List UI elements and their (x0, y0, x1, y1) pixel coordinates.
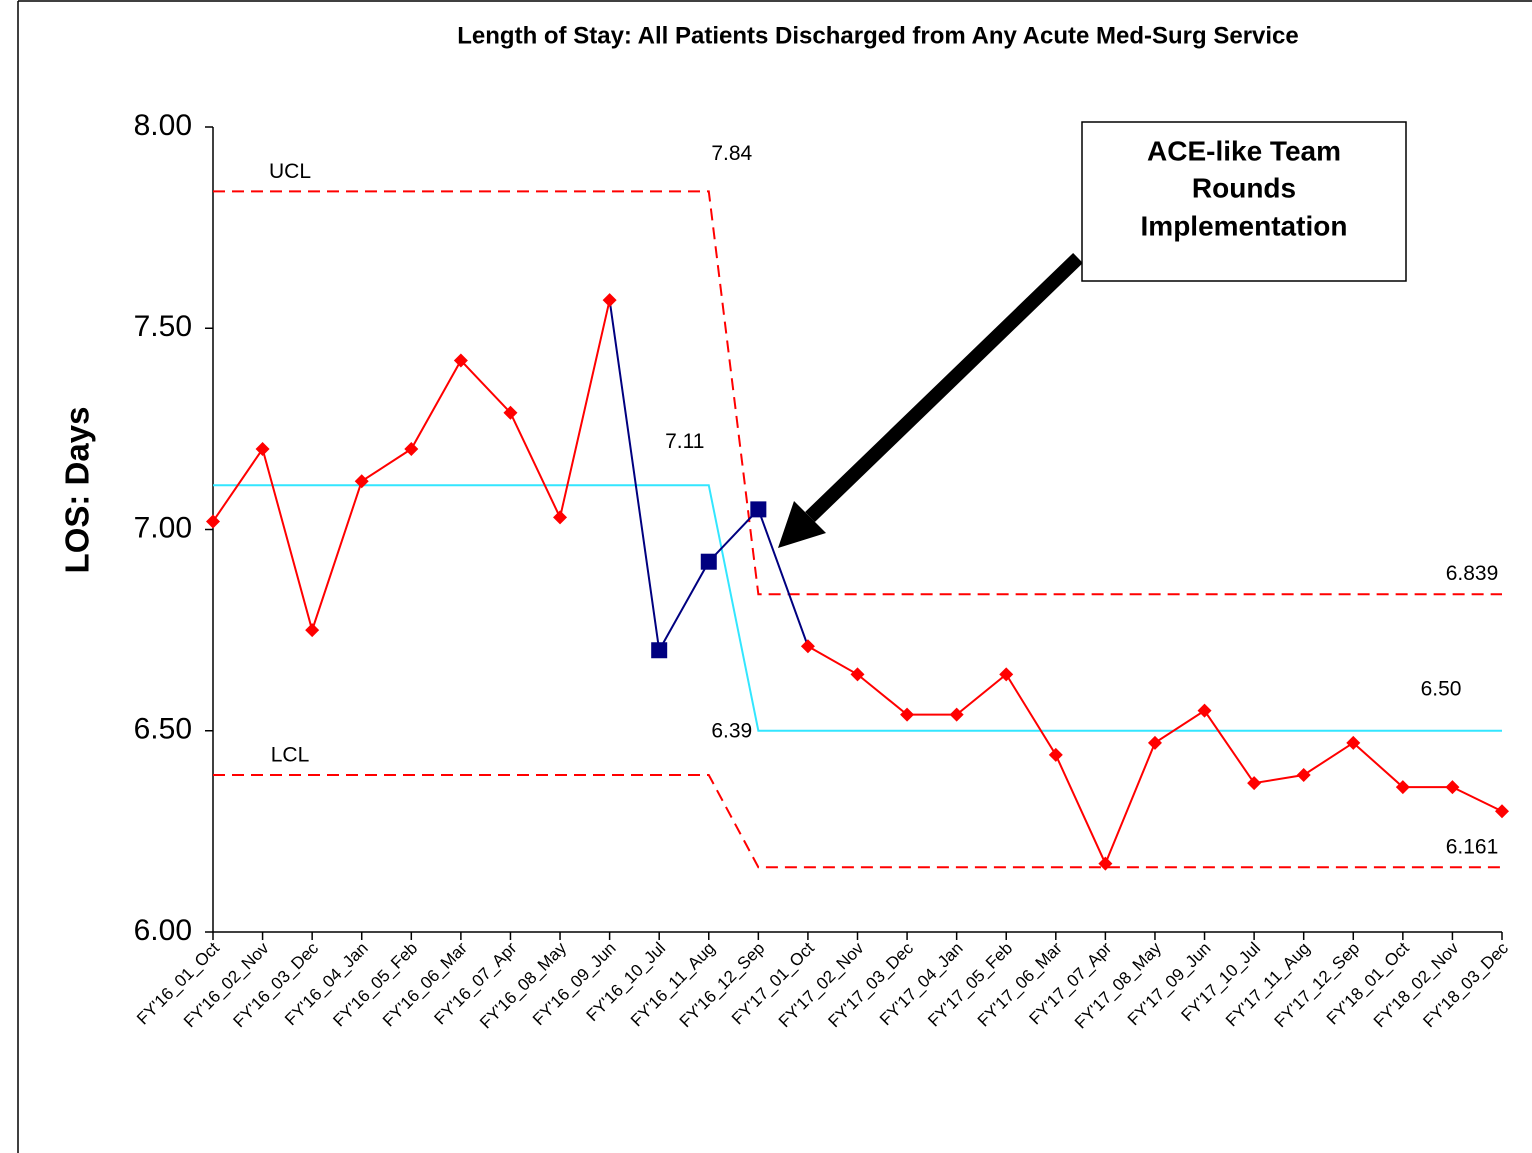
x-tick-label: FY'18_02_Nov (1370, 938, 1463, 1031)
limit-value-label: 7.11 (665, 430, 704, 453)
x-tick-label: FY'16_01_Oct (133, 938, 223, 1028)
point (1048, 747, 1063, 762)
point (1495, 804, 1509, 819)
limit-value-label: 6.839 (1446, 562, 1499, 585)
x-tick-label: FY'16_06_Mar (379, 938, 471, 1030)
limit-value-label: 6.50 (1421, 677, 1462, 700)
arrow-head (778, 501, 826, 548)
x-tick-label: FY'17_08_May (1071, 938, 1165, 1032)
point (1395, 780, 1410, 795)
x-tick-label: FY'16_08_May (476, 938, 570, 1032)
point (1098, 856, 1113, 871)
x-tick-label: FY'17_12_Sep (1271, 939, 1364, 1032)
annotation-line: ACE-like Team (1147, 135, 1341, 166)
y-tick-label: 6.00 (134, 914, 192, 947)
x-tick-label: FY'17_06_Mar (974, 938, 1066, 1030)
x-tick-label: FY'16_03_Dec (230, 938, 323, 1031)
point (1445, 780, 1460, 795)
y-axis-label: LOS: Days (59, 407, 96, 574)
point (850, 667, 865, 682)
limit-value-label: 6.39 (711, 720, 752, 743)
limit-name: LCL (271, 744, 310, 767)
arrow-shaft (805, 252, 1083, 523)
x-tick-label: FY'16_12_Sep (676, 939, 769, 1032)
limit-line (213, 190, 1502, 596)
x-tick-label: FY'17_02_Nov (775, 938, 868, 1031)
series-line (213, 484, 1502, 732)
y-tick-label: 7.50 (134, 310, 192, 343)
point (305, 623, 320, 638)
point (999, 667, 1014, 682)
point (700, 553, 717, 570)
point (602, 293, 617, 308)
x-tick-label: FY'16_02_Nov (180, 938, 273, 1031)
point (750, 501, 767, 518)
point (206, 514, 220, 529)
point (1147, 735, 1162, 750)
limit-name: UCL (269, 160, 311, 183)
series-line (608, 299, 809, 654)
series-line (212, 299, 611, 634)
point (255, 442, 270, 456)
x-tick-label: FY'17_03_Dec (824, 938, 917, 1031)
point (1346, 735, 1361, 750)
point (354, 474, 369, 489)
point (949, 707, 964, 722)
point (900, 707, 915, 722)
y-tick-label: 7.00 (134, 511, 192, 544)
point (453, 353, 468, 368)
point (503, 405, 518, 420)
point (800, 639, 815, 654)
point (553, 510, 568, 525)
limit-line (213, 774, 1502, 869)
point (1296, 768, 1311, 783)
limit-value-label: 7.84 (711, 142, 752, 165)
limit-value-label: 6.161 (1446, 836, 1499, 859)
point (651, 642, 668, 659)
point (1247, 776, 1262, 791)
chart-title: Length of Stay: All Patients Discharged … (457, 22, 1299, 49)
annotation-line: Implementation (1141, 210, 1348, 241)
series-line (807, 645, 1503, 867)
point (404, 442, 419, 456)
y-tick-label: 8.00 (134, 109, 192, 142)
annotation-line: Rounds (1192, 172, 1296, 203)
point (1197, 703, 1212, 718)
annotation-box (1081, 121, 1407, 282)
x-tick-label: FY'18_03_Dec (1419, 938, 1512, 1031)
y-tick-label: 6.50 (134, 713, 192, 746)
